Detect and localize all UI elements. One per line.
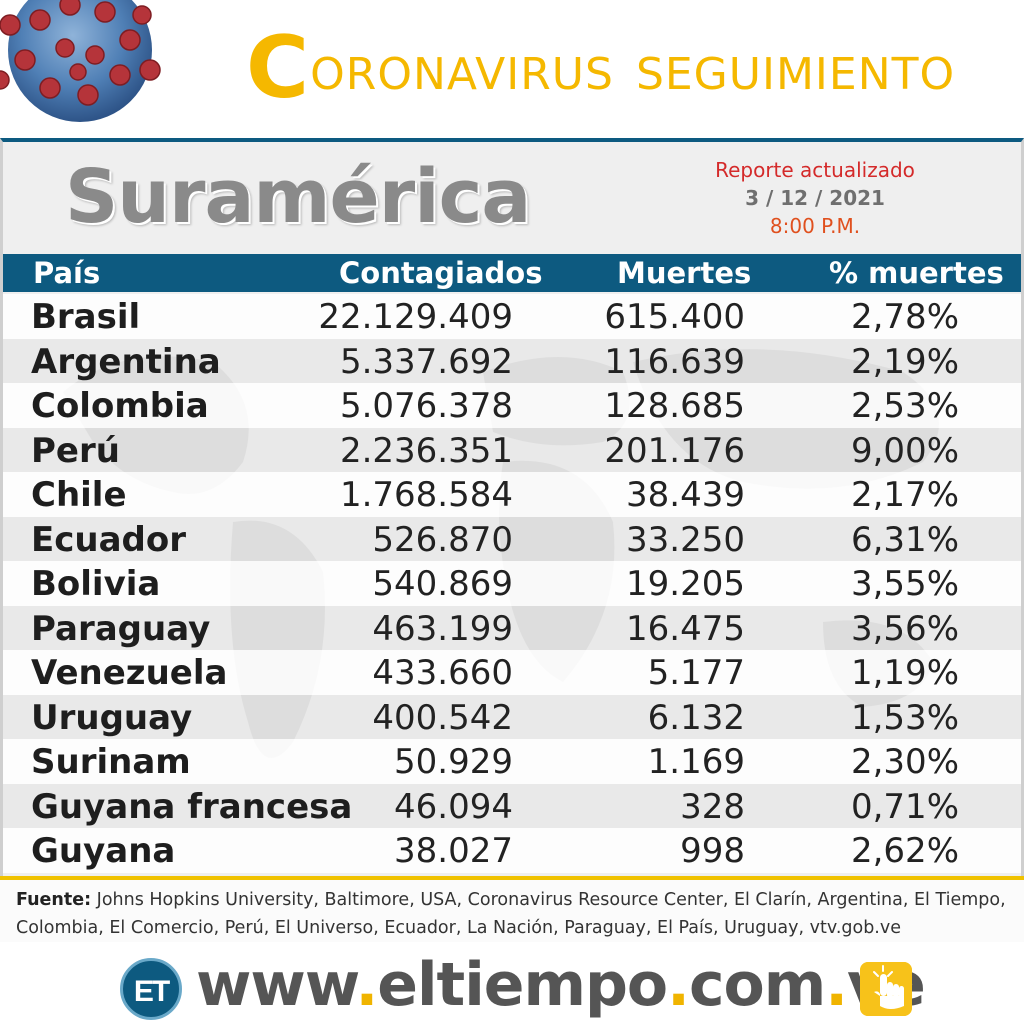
url-part: com: [688, 950, 826, 1020]
cell-country: Surinam: [31, 742, 191, 782]
cell-country: Uruguay: [31, 697, 193, 738]
table-row: Argentina 5.337.692 116.639 2,19%: [3, 338, 1021, 383]
cell-deaths: 615.400: [604, 297, 745, 337]
coronavirus-icon: [0, 0, 161, 122]
table-row: Paraguay 463.199 16.475 3,56%: [3, 605, 1021, 650]
cell-deaths: 33.250: [626, 519, 745, 560]
column-header-country: País: [33, 256, 101, 290]
report-date: 3 / 12 / 2021: [745, 186, 885, 210]
cell-death-pct: 2,30%: [850, 742, 959, 782]
cell-death-pct: 9,00%: [850, 430, 959, 471]
cell-death-pct: 2,19%: [850, 341, 959, 382]
cell-cases: 5.337.692: [339, 341, 513, 382]
cell-cases: 2.236.351: [339, 430, 513, 471]
cell-cases: 526.870: [372, 519, 513, 560]
cell-deaths: 16.475: [626, 608, 745, 649]
column-header-death-pct: % muertes: [829, 256, 1004, 290]
table-row: Bolivia 540.869 19.205 3,55%: [3, 561, 1021, 606]
url-dot: .: [355, 950, 378, 1020]
website-link[interactable]: www.eltiempo.com.ve: [196, 950, 926, 1020]
table-row: Perú 2.236.351 201.176 9,00%: [3, 427, 1021, 472]
cell-cases: 1.768.584: [339, 475, 513, 515]
cell-country: Brasil: [31, 297, 141, 337]
cell-death-pct: 2,62%: [850, 831, 959, 871]
cell-cases: 540.869: [372, 564, 513, 604]
table-row: Ecuador 526.870 33.250 6,31%: [3, 516, 1021, 561]
url-part: eltiempo: [377, 950, 668, 1020]
cell-cases: 463.199: [372, 608, 513, 649]
footer: ET www.eltiempo.com.ve: [0, 944, 1024, 1024]
cell-country: Paraguay: [31, 608, 211, 649]
cell-deaths: 328: [680, 786, 745, 827]
report-label: Reporte actualizado: [715, 158, 915, 182]
cell-deaths: 201.176: [604, 430, 745, 471]
table-row: Chile 1.768.584 38.439 2,17%: [3, 472, 1021, 517]
url-part: www: [196, 950, 356, 1020]
source-label: Fuente:: [16, 890, 92, 910]
cell-death-pct: 1,19%: [850, 653, 959, 693]
cell-deaths: 5.177: [647, 653, 745, 693]
cell-death-pct: 6,31%: [850, 519, 959, 560]
title-rest: ORONAVIRUS: [310, 49, 614, 100]
cell-death-pct: 0,71%: [850, 786, 959, 827]
cell-country: Guyana: [31, 831, 176, 871]
table-row: Surinam 50.929 1.169 2,30%: [3, 739, 1021, 784]
cell-deaths: 6.132: [647, 697, 745, 738]
column-header-cases: Contagiados: [339, 256, 543, 290]
pointing-hand-icon[interactable]: [860, 962, 912, 1016]
table-row: Uruguay 400.542 6.132 1,53%: [3, 694, 1021, 739]
cell-deaths: 998: [680, 831, 745, 871]
table-body: Brasil 22.129.409 615.400 2,78% Argentin…: [3, 294, 1021, 873]
url-dot: .: [667, 950, 690, 1020]
source-text: Johns Hopkins University, Baltimore, USA…: [16, 890, 1006, 938]
page-title: CORONAVIRUS SEGUIMIENTO: [246, 18, 955, 118]
cell-country: Chile: [31, 475, 127, 515]
cell-cases: 50.929: [394, 742, 513, 782]
url-dot: .: [825, 950, 848, 1020]
cell-deaths: 19.205: [626, 564, 745, 604]
cell-cases: 5.076.378: [339, 386, 513, 426]
cell-death-pct: 2,78%: [850, 297, 959, 337]
table-header: País Contagiados Muertes % muertes: [3, 254, 1021, 292]
region-title: Suramérica: [65, 154, 531, 240]
cell-death-pct: 1,53%: [850, 697, 959, 738]
et-logo: ET: [120, 958, 182, 1020]
cell-country: Bolivia: [31, 564, 161, 604]
cell-death-pct: 2,17%: [850, 475, 959, 515]
cell-death-pct: 3,55%: [850, 564, 959, 604]
cell-country: Guyana francesa: [31, 786, 353, 827]
column-header-deaths: Muertes: [617, 256, 752, 290]
cell-deaths: 38.439: [626, 475, 745, 515]
table-row: Guyana 38.027 998 2,62%: [3, 828, 1021, 873]
cell-country: Venezuela: [31, 653, 228, 693]
cell-country: Perú: [31, 430, 120, 471]
cell-country: Argentina: [31, 341, 221, 382]
source-note: Fuente: Johns Hopkins University, Baltim…: [0, 876, 1024, 942]
cell-deaths: 1.169: [647, 742, 745, 782]
cell-cases: 38.027: [394, 831, 513, 871]
cell-cases: 433.660: [372, 653, 513, 693]
cell-deaths: 116.639: [604, 341, 745, 382]
table-row: Colombia 5.076.378 128.685 2,53%: [3, 383, 1021, 428]
table-row: Venezuela 433.660 5.177 1,19%: [3, 650, 1021, 695]
header: CORONAVIRUS SEGUIMIENTO: [0, 0, 1024, 140]
cell-cases: 22.129.409: [318, 297, 513, 337]
main-panel: Suramérica Reporte actualizado 3 / 12 / …: [0, 138, 1024, 876]
cell-death-pct: 2,53%: [850, 386, 959, 426]
report-info: Reporte actualizado 3 / 12 / 2021 8:00 P…: [705, 156, 925, 240]
cell-country: Ecuador: [31, 519, 186, 560]
title-initial: C: [246, 18, 311, 118]
cell-cases: 46.094: [394, 786, 513, 827]
title-second: SEGUIMIENTO: [635, 49, 956, 100]
cell-cases: 400.542: [372, 697, 513, 738]
table-row: Guyana francesa 46.094 328 0,71%: [3, 783, 1021, 828]
report-time: 8:00 P.M.: [769, 214, 861, 238]
cell-deaths: 128.685: [604, 386, 745, 426]
cell-country: Colombia: [31, 386, 209, 426]
cell-death-pct: 3,56%: [850, 608, 959, 649]
table-row: Brasil 22.129.409 615.400 2,78%: [3, 294, 1021, 339]
